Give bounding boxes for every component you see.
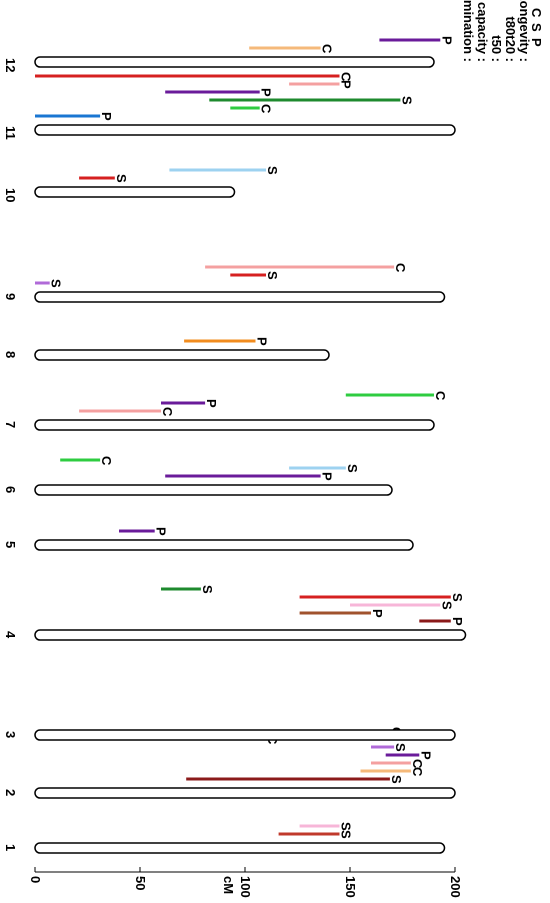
- legend-header: S: [529, 23, 544, 32]
- qtl-label: C: [410, 759, 425, 769]
- chromosome-label: 4: [3, 631, 18, 639]
- legend-label: t80t20 :: [503, 16, 518, 62]
- qtl-label: P: [450, 617, 465, 626]
- chromosome-label: 12: [3, 58, 18, 72]
- chromosome-label: 7: [3, 421, 18, 428]
- qtl-label: S: [393, 743, 408, 752]
- x-tick-label: 50: [133, 876, 148, 890]
- qtl-label: S: [339, 830, 354, 839]
- qtl-label: C: [410, 767, 425, 777]
- legend-header: P: [529, 38, 544, 47]
- qtl-label: C: [160, 407, 175, 417]
- x-tick-label: 0: [28, 876, 43, 883]
- chromosome-bar: [34, 629, 467, 641]
- legend-label: Longevity :: [517, 0, 532, 62]
- chromosome-label: 5: [3, 541, 18, 548]
- qtl-label: P: [320, 472, 335, 481]
- qtl-label: C: [259, 104, 274, 114]
- legend: CSP Germination :Germination capacity :t5…: [461, 0, 544, 62]
- chromosome-bar: [34, 419, 435, 431]
- qtl-label: P: [439, 36, 454, 45]
- qtl-label: S: [265, 271, 280, 280]
- qtl-label: P: [204, 399, 219, 408]
- chromosome-label: 11: [3, 126, 18, 140]
- qtl-label: C: [320, 44, 335, 54]
- qtl-label: P: [418, 751, 433, 760]
- qtl-label: S: [265, 166, 280, 175]
- chromosome-bar: [34, 484, 393, 496]
- qtl-label: P: [339, 80, 354, 89]
- chromosome-label: 1: [3, 844, 18, 851]
- qtl-label: S: [339, 822, 354, 831]
- qtl-label: C: [393, 263, 408, 273]
- chromosome-bar: [34, 349, 330, 361]
- chromosome-label: 9: [3, 293, 18, 300]
- chromosome-bar: [34, 124, 456, 136]
- chromosome-label: 3: [3, 731, 18, 738]
- qtl-label: S: [49, 279, 64, 288]
- qtl-label: S: [345, 464, 360, 473]
- qtl-label: S: [200, 585, 215, 594]
- qtl-label: S: [114, 174, 129, 183]
- qtl-label: S: [450, 593, 465, 602]
- chromosome-bar: [34, 842, 446, 854]
- qtl-label: P: [99, 112, 114, 121]
- chromosome-bar: [34, 56, 435, 68]
- chromosome-bar: [34, 291, 446, 303]
- chromosome-label: 8: [3, 351, 18, 358]
- qtl-label: C: [433, 391, 448, 401]
- qtl-label: C: [99, 456, 114, 466]
- chromosome-bar: [34, 539, 414, 551]
- qtl-label: S: [439, 601, 454, 610]
- x-tick-label: 200: [448, 876, 463, 898]
- qtl-label: P: [255, 337, 270, 346]
- qtl-label: P: [154, 527, 169, 536]
- legend-label: Germination capacity :: [475, 0, 490, 62]
- axis-label: cM: [221, 876, 236, 894]
- x-tick-label: 150: [343, 876, 358, 898]
- qtl-label: S: [389, 775, 404, 784]
- qtl-label: C: [339, 72, 354, 82]
- qtl-label: S: [399, 96, 414, 105]
- legend-header: C: [529, 8, 544, 18]
- x-tick-label: 100: [238, 876, 253, 898]
- legend-label: Germination :: [461, 0, 476, 62]
- qtl-label: P: [370, 609, 385, 618]
- chromosome-label: 2: [3, 789, 18, 796]
- chromosome-bar: [34, 186, 236, 198]
- chromosome-label: 10: [3, 188, 18, 202]
- legend-label: t50 :: [489, 35, 504, 62]
- chromosome-bar: [34, 729, 456, 741]
- chromosome-label: 6: [3, 486, 18, 493]
- qtl-label: P: [259, 88, 274, 97]
- chromosome-bar: [34, 787, 456, 799]
